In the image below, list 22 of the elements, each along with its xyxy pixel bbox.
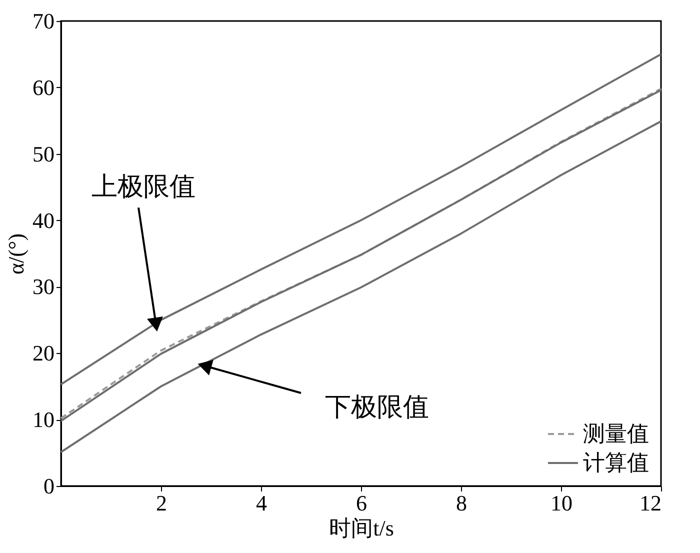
y-tick-label: 20 xyxy=(32,340,54,366)
y-tick-label: 0 xyxy=(44,474,54,498)
x-tick-label: 6 xyxy=(356,490,367,516)
line-series xyxy=(60,120,662,454)
x-tick-label: 2 xyxy=(156,490,167,516)
annotation: 上极限值 xyxy=(92,172,196,202)
y-axis-title: α/(°) xyxy=(4,233,28,275)
x-tick-label: 4 xyxy=(256,490,267,516)
legend-label: 计算值 xyxy=(583,450,649,475)
y-tick-label: 10 xyxy=(32,407,54,432)
x-tick-label: 8 xyxy=(456,490,467,516)
x-tick-label: 12 xyxy=(640,490,662,516)
y-tick-label: 50 xyxy=(32,141,54,166)
x-tick-label: 10 xyxy=(550,490,572,516)
y-tick-label: 30 xyxy=(32,274,54,300)
y-tick-label: 70 xyxy=(32,8,54,34)
annotation: 下极限值 xyxy=(325,392,429,422)
x-axis-title: 时间t/s xyxy=(329,516,394,540)
y-tick-label: 60 xyxy=(32,74,54,100)
legend-label: 测量值 xyxy=(583,421,649,446)
line-series xyxy=(60,53,662,386)
y-tick-label: 40 xyxy=(32,208,54,233)
